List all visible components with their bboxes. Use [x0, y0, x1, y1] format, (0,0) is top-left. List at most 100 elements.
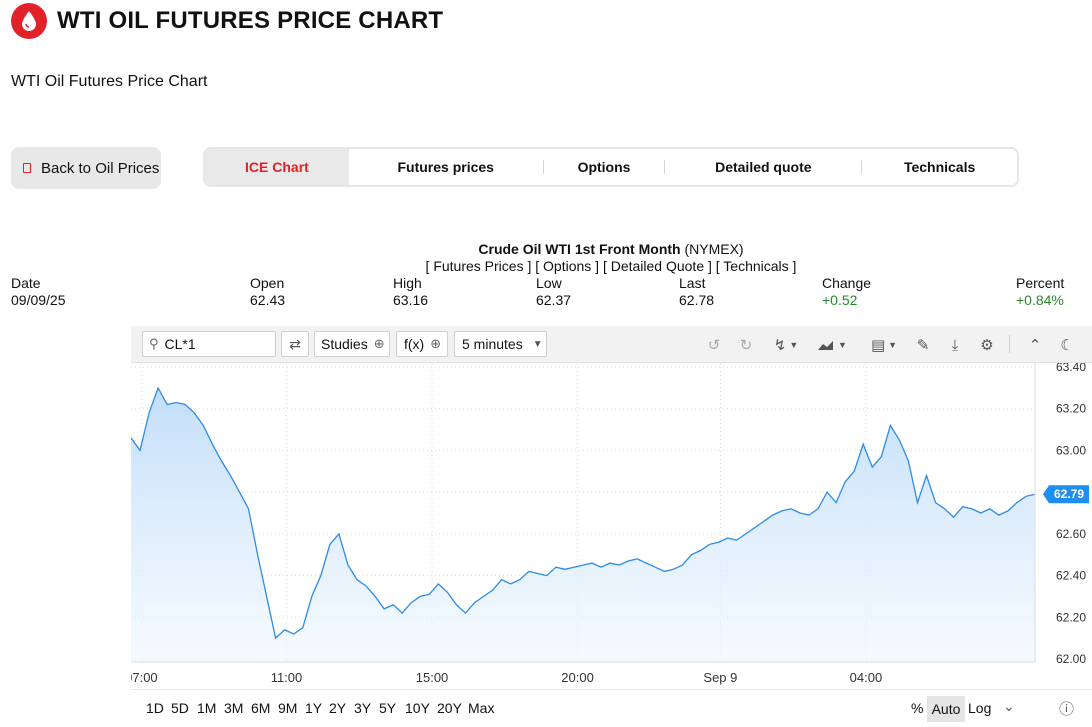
x-tick-label: 15:00 — [416, 670, 449, 685]
tab-technicals[interactable]: Technicals — [862, 149, 1017, 185]
compare-button[interactable]: ⇄ — [281, 331, 309, 357]
collapse-icon[interactable]: ⌃ — [1028, 337, 1042, 354]
y-tick-label: 62.20 — [1056, 610, 1086, 624]
chart-toolbar: ⚲ CL*1 ⇄ Studies ⊕ f(x) ⊕ 5 minutes ▼ ↺ … — [131, 326, 1092, 363]
x-tick-label: 07:00 — [131, 670, 158, 685]
instrument-name: Crude Oil WTI 1st Front Month — [478, 241, 681, 257]
back-button-label: Back to Oil Prices — [41, 159, 160, 177]
y-tick-label: 62.60 — [1056, 527, 1086, 541]
tab-options[interactable]: Options — [544, 149, 665, 185]
back-to-oil-prices-button[interactable]: Back to Oil Prices — [11, 147, 161, 189]
plus-circle-icon: ⊕ — [373, 336, 385, 351]
timeframe-2y[interactable]: 2Y — [329, 700, 347, 716]
page-title: WTI OIL FUTURES PRICE CHART — [57, 7, 444, 34]
timeframe-1d[interactable]: 1D — [146, 700, 164, 716]
tab-label: Detailed quote — [715, 159, 812, 175]
tab-label: Technicals — [903, 159, 976, 175]
fx-button[interactable]: f(x) ⊕ — [396, 331, 448, 357]
search-icon: ⚲ — [149, 336, 159, 351]
timeframe-6m[interactable]: 6M — [251, 700, 271, 716]
layout-icon[interactable]: ▤ ▼ — [870, 337, 898, 354]
toolbar-divider — [1009, 335, 1010, 353]
percent-scale-toggle[interactable]: % — [911, 700, 924, 716]
quote-label: Change — [822, 275, 872, 291]
x-tick-label: 20:00 — [561, 670, 594, 685]
fx-label: f(x) — [404, 336, 425, 352]
quote-label: High — [393, 275, 422, 291]
undo-icon[interactable]: ↺ — [707, 337, 721, 354]
timeframe-5y[interactable]: 5Y — [379, 700, 397, 716]
timeframe-1m[interactable]: 1M — [197, 700, 217, 716]
x-tick-label: 04:00 — [850, 670, 883, 685]
download-icon[interactable]: ⤓ — [951, 336, 959, 354]
quote-last: Last 62.78 — [679, 275, 714, 308]
redo-icon[interactable]: ↻ — [739, 337, 753, 354]
symbol-input-value[interactable]: CL*1 — [164, 336, 196, 352]
chart-panel: ⚲ CL*1 ⇄ Studies ⊕ f(x) ⊕ 5 minutes ▼ ↺ … — [131, 326, 1092, 727]
tab-ice-chart[interactable]: ICE Chart — [205, 149, 349, 185]
timeframe-max[interactable]: Max — [468, 700, 495, 716]
expand-down-icon[interactable]: ⌄ — [1003, 698, 1015, 714]
timeframe-5d[interactable]: 5D — [171, 700, 189, 716]
timeframe-3y[interactable]: 3Y — [354, 700, 372, 716]
tab-label: Options — [577, 159, 631, 175]
interval-label: 5 minutes — [462, 336, 523, 352]
studies-label: Studies — [321, 336, 368, 352]
tab-label: ICE Chart — [245, 159, 309, 175]
quote-high: High 63.16 — [393, 275, 428, 308]
tab-label: Futures prices — [397, 159, 494, 175]
plus-circle-icon: ⊕ — [430, 336, 442, 351]
y-tick-label: 63.00 — [1056, 443, 1086, 457]
chart-tabs: ICE Chart Futures prices Options Detaile… — [203, 147, 1019, 187]
oil-drop-logo — [11, 3, 47, 39]
timeframe-10y[interactable]: 10Y — [405, 700, 430, 716]
help-icon[interactable]: ⓘ — [1059, 701, 1075, 718]
quote-value: 62.78 — [679, 292, 715, 308]
symbol-search[interactable]: ⚲ CL*1 — [142, 331, 276, 357]
quote-change: Change +0.52 — [822, 275, 871, 308]
interval-select[interactable]: 5 minutes ▼ — [454, 331, 547, 357]
y-tick-label: 62.00 — [1056, 652, 1086, 666]
y-tick-label: 63.40 — [1056, 363, 1086, 374]
timeframe-3m[interactable]: 3M — [224, 700, 244, 716]
tab-futures-prices[interactable]: Futures prices — [349, 149, 543, 185]
moon-icon[interactable]: ☾ — [1060, 337, 1074, 354]
chart-type-icon[interactable]: ▼ — [815, 335, 849, 355]
quote-value: 63.16 — [393, 292, 429, 308]
quote-label: Date — [11, 275, 41, 291]
exchange-name: (NYMEX) — [684, 241, 744, 257]
quote-label: Low — [536, 275, 562, 291]
timeframe-1y[interactable]: 1Y — [305, 700, 323, 716]
oil-drop-icon — [22, 11, 36, 31]
y-tick-label: 63.20 — [1056, 402, 1086, 416]
log-scale-toggle[interactable]: Log — [968, 700, 992, 716]
price-line — [131, 386, 1036, 640]
quote-label: Percent — [1016, 275, 1065, 291]
quote-value: 09/09/25 — [11, 292, 66, 308]
caret-down-icon: ▼ — [532, 338, 543, 350]
timeframe-20y[interactable]: 20Y — [437, 700, 462, 716]
last-price-badge: 62.79 — [1043, 485, 1089, 504]
timeframe-bar: 1D 5D 1M 3M 6M 9M 1Y 2Y 3Y 5Y 10Y 20Y Ma… — [131, 689, 1092, 727]
price-chart[interactable]: 07:00 11:00 15:00 20:00 Sep 9 04:00 63.40 63.2… — [131, 363, 1092, 689]
quote-low: Low 62.37 — [536, 275, 571, 308]
auto-scale-toggle[interactable]: Auto — [927, 696, 965, 722]
quote-value: 62.43 — [250, 292, 286, 308]
last-price-label: 62.79 — [1054, 487, 1084, 501]
tab-detailed-quote[interactable]: Detailed quote — [665, 149, 861, 185]
quote-label: Open — [250, 275, 285, 291]
quote-label: Last — [679, 275, 706, 291]
pencil-icon[interactable]: ✎ — [916, 337, 930, 354]
quote-percent: Percent +0.84% — [1016, 275, 1064, 308]
quote-links[interactable]: [ Futures Prices ] [ Options ] [ Detaile… — [425, 258, 797, 274]
tab-divider — [542, 160, 544, 174]
studies-button[interactable]: Studies ⊕ — [314, 331, 390, 357]
back-icon — [23, 163, 31, 173]
quote-value: 62.37 — [536, 292, 572, 308]
timeframe-9m[interactable]: 9M — [278, 700, 298, 716]
tab-divider — [664, 160, 666, 174]
gear-icon[interactable]: ⚙ — [980, 337, 994, 354]
y-tick-label: 62.40 — [1056, 569, 1086, 583]
quote-open: Open 62.43 — [250, 275, 285, 308]
draw-tools-icon[interactable]: ↯ ▼ — [773, 337, 799, 354]
